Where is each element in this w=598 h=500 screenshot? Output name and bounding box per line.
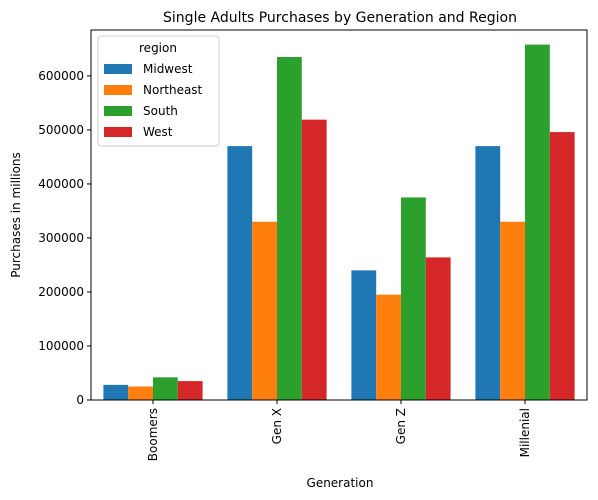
x-tick-label: Millenial bbox=[518, 408, 532, 457]
y-tick-label: 600000 bbox=[38, 69, 84, 83]
legend-label-south: South bbox=[143, 104, 178, 118]
x-tick-label: Boomers bbox=[146, 408, 160, 461]
legend-label-northeast: Northeast bbox=[143, 83, 203, 97]
bar-midwest-boomers bbox=[103, 384, 129, 400]
legend-swatch-northeast bbox=[104, 85, 132, 95]
legend-label-west: West bbox=[143, 125, 173, 139]
legend-box bbox=[97, 35, 220, 147]
bar-northeast-gen-x bbox=[252, 221, 277, 400]
y-tick-label: 0 bbox=[76, 393, 84, 407]
plot-frame bbox=[90, 29, 588, 401]
bar-south-gen-x bbox=[277, 57, 302, 401]
y-tick-label: 100000 bbox=[38, 339, 84, 353]
legend-title: region bbox=[139, 41, 177, 55]
y-tick-label: 200000 bbox=[38, 285, 84, 299]
bar-midwest-gen-z bbox=[351, 270, 377, 400]
legend-swatch-south bbox=[104, 106, 132, 116]
x-axis-ticks: Boomers Gen X Gen Z Millenial bbox=[146, 400, 532, 461]
x-tick-label: Gen Z bbox=[394, 408, 408, 444]
y-axis-ticks: 0 100000 200000 300000 400000 500000 600000 bbox=[38, 69, 91, 407]
legend-entries: Midwest Northeast South West bbox=[104, 62, 203, 139]
bar-west-millenial bbox=[549, 132, 575, 400]
bars-group bbox=[103, 44, 575, 401]
bar-south-boomers bbox=[153, 377, 178, 400]
bar-northeast-boomers bbox=[128, 386, 153, 400]
bar-midwest-millenial bbox=[475, 146, 501, 400]
y-tick-label: 400000 bbox=[38, 177, 84, 191]
legend: region Midwest Northeast South West bbox=[97, 35, 220, 147]
legend-swatch-midwest bbox=[104, 64, 132, 74]
y-tick-label: 500000 bbox=[38, 123, 84, 137]
bar-northeast-millenial bbox=[500, 221, 525, 400]
y-axis-label: Purchases in millions bbox=[9, 152, 23, 278]
legend-label-midwest: Midwest bbox=[143, 62, 193, 76]
bar-northeast-gen-z bbox=[376, 294, 401, 400]
bar-west-boomers bbox=[177, 381, 203, 400]
bar-west-gen-z bbox=[425, 257, 451, 400]
x-axis-label: Generation bbox=[307, 476, 374, 490]
legend-swatch-west bbox=[104, 127, 132, 137]
bar-south-gen-z bbox=[401, 197, 426, 400]
bar-midwest-gen-x bbox=[227, 146, 253, 400]
bar-south-millenial bbox=[525, 44, 550, 400]
chart-title: Single Adults Purchases by Generation an… bbox=[163, 10, 517, 26]
y-tick-label: 300000 bbox=[38, 231, 84, 245]
x-tick-label: Gen X bbox=[270, 408, 284, 444]
bar-west-gen-x bbox=[301, 119, 327, 400]
